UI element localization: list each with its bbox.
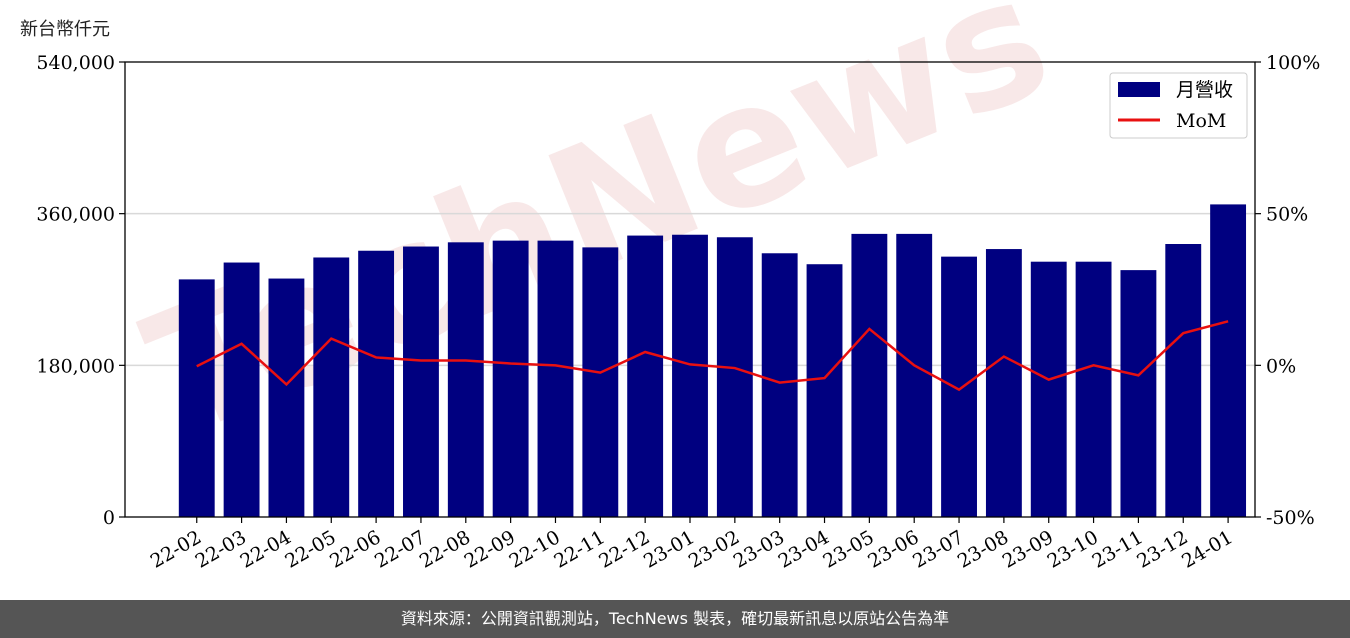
source-footer: 資料來源：公開資訊觀測站，TechNews 製表，確切最新訊息以原站公告為準 bbox=[0, 600, 1350, 638]
bar-22-12 bbox=[627, 235, 664, 517]
x-tick-label: 23-10 bbox=[1044, 526, 1102, 572]
bar-22-10 bbox=[537, 240, 574, 517]
x-tick-label: 22-08 bbox=[416, 526, 474, 572]
bar-23-04 bbox=[806, 264, 843, 517]
x-tick-label: 23-11 bbox=[1088, 526, 1146, 572]
bar-23-07 bbox=[941, 256, 977, 517]
x-tick-label: 23-02 bbox=[685, 526, 743, 572]
chart: TechNews0180,000360,000540,000-50%0%50%1… bbox=[36, 0, 1320, 573]
x-tick-label: 23-12 bbox=[1133, 526, 1191, 572]
x-tick-label: 23-03 bbox=[730, 526, 788, 572]
bar-22-05 bbox=[313, 257, 350, 517]
left-tick-label: 0 bbox=[103, 507, 115, 529]
x-tick-label: 22-02 bbox=[147, 526, 205, 572]
x-tick-label: 23-08 bbox=[954, 526, 1012, 572]
x-tick-label: 23-04 bbox=[775, 526, 833, 572]
x-tick-label: 22-09 bbox=[461, 526, 519, 572]
bar-22-11 bbox=[582, 247, 619, 518]
bar-24-01 bbox=[1210, 204, 1247, 518]
right-tick-label: 50% bbox=[1266, 204, 1308, 226]
x-tick-label: 22-05 bbox=[281, 526, 339, 572]
bar-22-08 bbox=[447, 242, 484, 517]
legend-swatch-revenue bbox=[1118, 82, 1160, 97]
x-tick-label: 22-04 bbox=[236, 526, 294, 572]
bar-22-03 bbox=[223, 262, 260, 517]
y-axis-unit-label: 新台幣仟元 bbox=[20, 19, 110, 40]
x-tick-label: 23-09 bbox=[999, 526, 1057, 572]
x-tick-label: 22-11 bbox=[550, 526, 608, 572]
left-tick-label: 180,000 bbox=[36, 355, 115, 377]
x-tick-label: 23-07 bbox=[909, 526, 967, 572]
bar-23-09 bbox=[1030, 261, 1067, 517]
x-tick-label: 22-10 bbox=[506, 526, 564, 572]
right-tick-label: 100% bbox=[1266, 52, 1320, 74]
bar-23-12 bbox=[1165, 244, 1202, 517]
bar-22-04 bbox=[268, 278, 305, 517]
x-tick-label: 22-06 bbox=[326, 526, 384, 572]
bar-23-11 bbox=[1120, 270, 1157, 517]
left-tick-label: 540,000 bbox=[36, 52, 115, 74]
bar-22-07 bbox=[403, 246, 439, 517]
bar-23-08 bbox=[985, 249, 1022, 518]
x-tick-label: 23-01 bbox=[640, 526, 698, 572]
x-tick-label: 22-12 bbox=[595, 526, 653, 572]
left-tick-label: 360,000 bbox=[36, 204, 115, 226]
right-tick-label: -50% bbox=[1266, 507, 1315, 529]
mom-line bbox=[196, 320, 1229, 392]
x-tick-label: 23-06 bbox=[864, 526, 922, 572]
bar-23-02 bbox=[716, 237, 753, 517]
x-tick-label: 23-05 bbox=[819, 526, 877, 572]
bar-22-02 bbox=[178, 279, 215, 517]
x-tick-label: 24-01 bbox=[1178, 526, 1236, 572]
bar-23-05 bbox=[851, 233, 888, 517]
x-tick-label: 22-03 bbox=[192, 526, 250, 572]
bar-23-06 bbox=[896, 233, 933, 517]
bar-22-06 bbox=[358, 250, 395, 518]
legend-label-revenue: 月營收 bbox=[1176, 79, 1233, 101]
right-tick-label: 0% bbox=[1266, 355, 1296, 377]
bar-23-03 bbox=[761, 253, 798, 517]
bar-22-09 bbox=[492, 240, 529, 517]
x-tick-label: 22-07 bbox=[371, 526, 429, 572]
bar-23-10 bbox=[1075, 261, 1112, 517]
bar-23-01 bbox=[672, 234, 708, 517]
legend-label-mom: MoM bbox=[1176, 110, 1226, 132]
